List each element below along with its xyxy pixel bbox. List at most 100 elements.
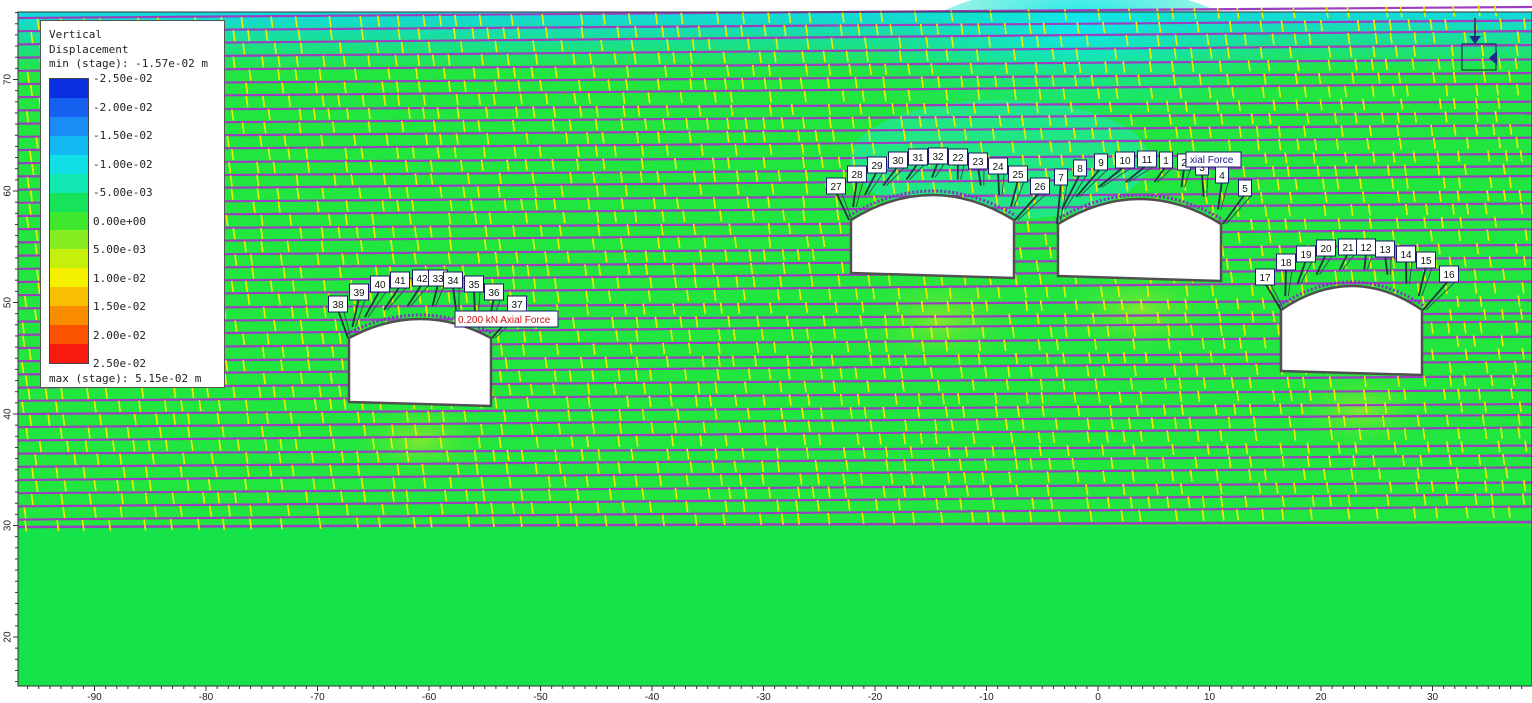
joint [1086,418,1090,430]
bolt-label[interactable]: 11 [1137,150,1157,168]
joint [436,147,440,159]
bolt-label[interactable]: 19 [1296,245,1316,263]
joint [104,387,109,399]
joint [1144,180,1148,192]
joint [597,449,601,461]
joint [455,133,459,145]
bolt-label[interactable]: 28 [847,165,867,183]
joint [1337,402,1341,414]
joint [353,134,357,146]
bolt-label[interactable]: 18 [1276,253,1296,271]
joint [1491,506,1495,519]
joint [480,476,484,488]
bolt-label[interactable]: 22 [948,148,968,166]
joint [803,381,807,393]
bolt-label[interactable]: 8 [1073,159,1087,177]
tunnel-4[interactable] [1278,280,1425,377]
axial-force-callout-1[interactable]: 0.200 kN Axial Force [454,310,559,328]
joint [1264,152,1268,164]
bedding-plane [17,389,1532,402]
bolt-label[interactable]: 42 [412,269,432,287]
joint [1384,59,1388,71]
joint [1188,417,1192,429]
joint [298,121,302,134]
arrow-left-icon [1489,51,1497,65]
joint [242,333,246,345]
joint [1211,205,1215,218]
bolt-label[interactable]: 37 [507,295,527,313]
joint [447,54,451,66]
bolt-label[interactable]: 4 [1215,166,1229,184]
joint [482,146,486,158]
x-tick-label: -80 [199,692,214,703]
joint [1166,496,1170,508]
bolt-label[interactable]: 20 [1316,239,1336,257]
bolt-label[interactable]: 29 [867,156,887,174]
bolt-label[interactable]: 5 [1238,179,1252,197]
joint [412,516,416,529]
rock-bolt [997,171,1001,196]
tunnel-1[interactable] [346,313,494,408]
joint [1219,324,1223,336]
bolt-label[interactable]: 31 [908,148,928,166]
joint [247,29,251,42]
joint [1238,337,1242,349]
joint [898,50,902,62]
bolt-label[interactable]: 17 [1255,268,1275,286]
bolt-label[interactable]: 34 [443,271,463,289]
joint [318,68,322,81]
axial-force-callout-2[interactable]: xial Force [1185,151,1242,168]
bolt-label[interactable]: 39 [349,283,369,301]
joint [21,362,25,374]
orientation-marker[interactable] [1461,18,1497,71]
bolt-label[interactable]: 41 [390,271,410,289]
joint [354,68,358,80]
joint [232,228,236,240]
joint [1459,216,1463,228]
joint [1442,177,1446,189]
joint [820,156,824,168]
bolt-label[interactable]: 14 [1396,245,1416,263]
joint [55,467,59,479]
joint [1318,72,1322,85]
joint [1045,286,1049,298]
joint [724,500,728,512]
bolt-label[interactable]: 1 [1159,151,1173,169]
bolt-label[interactable]: 10 [1115,151,1135,169]
bolt-label[interactable]: 16 [1439,265,1459,283]
joint [616,277,620,289]
joint [372,411,376,423]
bolt-label[interactable]: 27 [826,177,846,195]
bolt-label[interactable]: 40 [370,275,390,293]
joint [1049,326,1053,338]
bolt-label[interactable]: 15 [1416,251,1436,269]
bolt-label[interactable]: 36 [484,283,504,301]
bolt-label[interactable]: 38 [328,295,348,313]
bolt-label[interactable]: 12 [1356,238,1376,256]
joint [1517,427,1521,439]
joint [1042,22,1046,34]
bolt-label[interactable]: 9 [1094,153,1108,171]
joint [697,382,701,394]
bolt-label[interactable]: 32 [928,147,948,165]
bolt-label[interactable]: 30 [888,151,908,169]
displacement-legend[interactable]: Vertical Displacement min (stage): -1.57… [40,20,225,388]
joint [1219,430,1223,442]
rock-bolt [852,179,858,207]
bolt-label[interactable]: 24 [988,157,1008,175]
bolt-label[interactable]: 25 [1008,165,1028,183]
tunnel-3[interactable] [1055,193,1224,283]
joint [1112,153,1116,166]
joint [587,383,591,395]
joint [1020,36,1024,48]
bolt-label[interactable]: 21 [1338,238,1358,256]
tunnel-2[interactable] [848,189,1017,280]
bolt-label[interactable]: 13 [1375,240,1395,258]
joint [1170,61,1175,73]
bolt-label[interactable]: 23 [968,152,988,170]
bolt-label[interactable]: 26 [1030,177,1050,195]
bolt-label[interactable]: 7 [1054,168,1068,186]
joint [469,199,474,211]
bolt-label[interactable]: 35 [464,275,484,293]
